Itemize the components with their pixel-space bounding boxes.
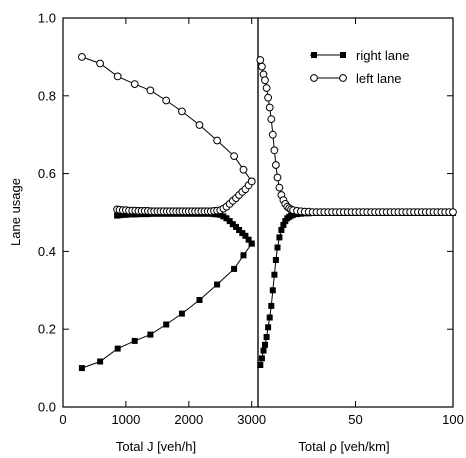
left-right-lane-point [245,236,252,243]
right-right-lane-point [272,257,279,263]
left-right-lane-point [229,221,236,228]
right-right-lane-point [276,234,283,241]
legend-left-lane-label: left lane [356,71,402,86]
y-axis-label: Lane usage [8,178,23,246]
right-right-lane-point [271,271,278,278]
left-right-lane-point [196,297,203,303]
y-tick-label: 1.0 [38,11,56,26]
left-left-lane-point [130,80,139,88]
right-left-lane-point [270,146,279,155]
y-tick-label: 0.2 [38,322,56,337]
left-right-lane-point [242,232,249,239]
left-right-lane-point [131,337,138,344]
left-right-lane-point [223,215,230,222]
right-right-lane-line-0 [259,212,453,366]
right-right-lane-point [290,211,297,218]
left-right-lane-point [226,218,233,225]
left-right-lane-point [214,281,221,288]
legend: right lane left lane [310,48,409,86]
left-left-lane-point [213,136,222,145]
right-right-lane-point [274,244,281,251]
right-left-lane-point [272,161,280,169]
left-x-tick-label: 2000 [174,412,203,427]
right-left-lane-point [268,130,277,139]
left-left-lane-point [230,152,239,161]
left-right-lane-point [97,358,104,365]
left-right-lane-point [233,223,239,230]
right-left-lane-point [262,84,271,92]
legend-left-lane-marker-left [310,74,318,82]
y-tick-label: 0.0 [38,400,56,415]
left-right-lane-point [178,310,185,317]
y-tick-label: 0.4 [38,244,56,259]
right-right-lane-point [262,341,268,348]
series-markers [78,53,457,372]
left-right-lane-point [114,345,121,352]
left-left-lane-point [96,59,104,68]
right-left-lane-point [267,115,276,123]
left-x-tick-label: 0 [59,412,66,427]
y-tick-label: 0.6 [38,166,56,181]
left-left-lane-point [78,53,86,61]
left-right-lane-point [240,252,247,259]
legend-left-lane-marker-right [339,74,347,82]
left-right-lane-point [231,265,238,272]
left-right-lane-point [147,331,154,338]
left-x-tick-label: 3000 [237,412,266,427]
left-right-lane-point [163,321,170,328]
right-right-lane-point [278,227,285,233]
right-right-lane-point [263,334,270,340]
right-right-lane-point [266,314,273,321]
left-left-lane-point [178,107,186,116]
right-right-lane-point [258,355,265,362]
legend-right-lane-marker-right [340,52,346,58]
right-right-lane-point [265,324,272,331]
right-left-lane-point [261,76,269,85]
right-left-lane-point [256,56,265,64]
right-right-lane-point [269,287,276,294]
left-left-lane-point [162,96,171,105]
left-left-lane-line-2 [81,56,253,182]
right-x-tick-label: 100 [442,412,464,427]
right-left-lane-point [258,62,266,71]
left-x-axis-label: Total J [veh/h] [116,439,196,454]
right-x-tick-label: 50 [348,412,362,427]
left-right-lane-point [220,213,227,220]
right-x-axis-label: Total ρ [veh/km] [298,439,389,454]
legend-right-lane-label: right lane [356,48,409,63]
right-left-lane-point [273,173,282,182]
left-right-lane-line-0 [81,243,253,369]
left-left-lane-point [146,86,155,95]
left-left-lane-point [247,177,256,186]
left-right-lane-point [116,212,123,219]
left-left-lane-point [113,72,122,81]
right-left-lane-point [265,103,274,112]
right-left-lane-point [264,93,273,102]
left-right-lane-point [122,211,129,218]
right-right-lane-point [268,302,275,309]
left-left-lane-point [239,165,248,174]
left-right-lane-point [217,211,224,218]
right-left-lane-point [275,183,284,192]
left-right-lane-point [239,230,246,237]
right-right-lane-point [257,362,264,368]
left-left-lane-point [195,121,204,129]
right-left-lane-point [449,208,457,217]
axis-ticks: 0 1000 2000 3000 50 100 0.0 0.2 0.4 0.6 0.8 1.0 [38,11,464,428]
left-right-lane-point [248,240,255,247]
left-x-tick-label: 1000 [111,412,140,427]
y-tick-label: 0.8 [38,88,56,103]
right-right-lane-point [260,347,267,354]
legend-right-lane-marker-left [311,52,317,58]
left-right-lane-point [236,227,243,233]
left-right-lane-point [78,365,85,372]
right-right-lane-point [280,221,287,228]
left-right-lane-point [119,211,126,218]
